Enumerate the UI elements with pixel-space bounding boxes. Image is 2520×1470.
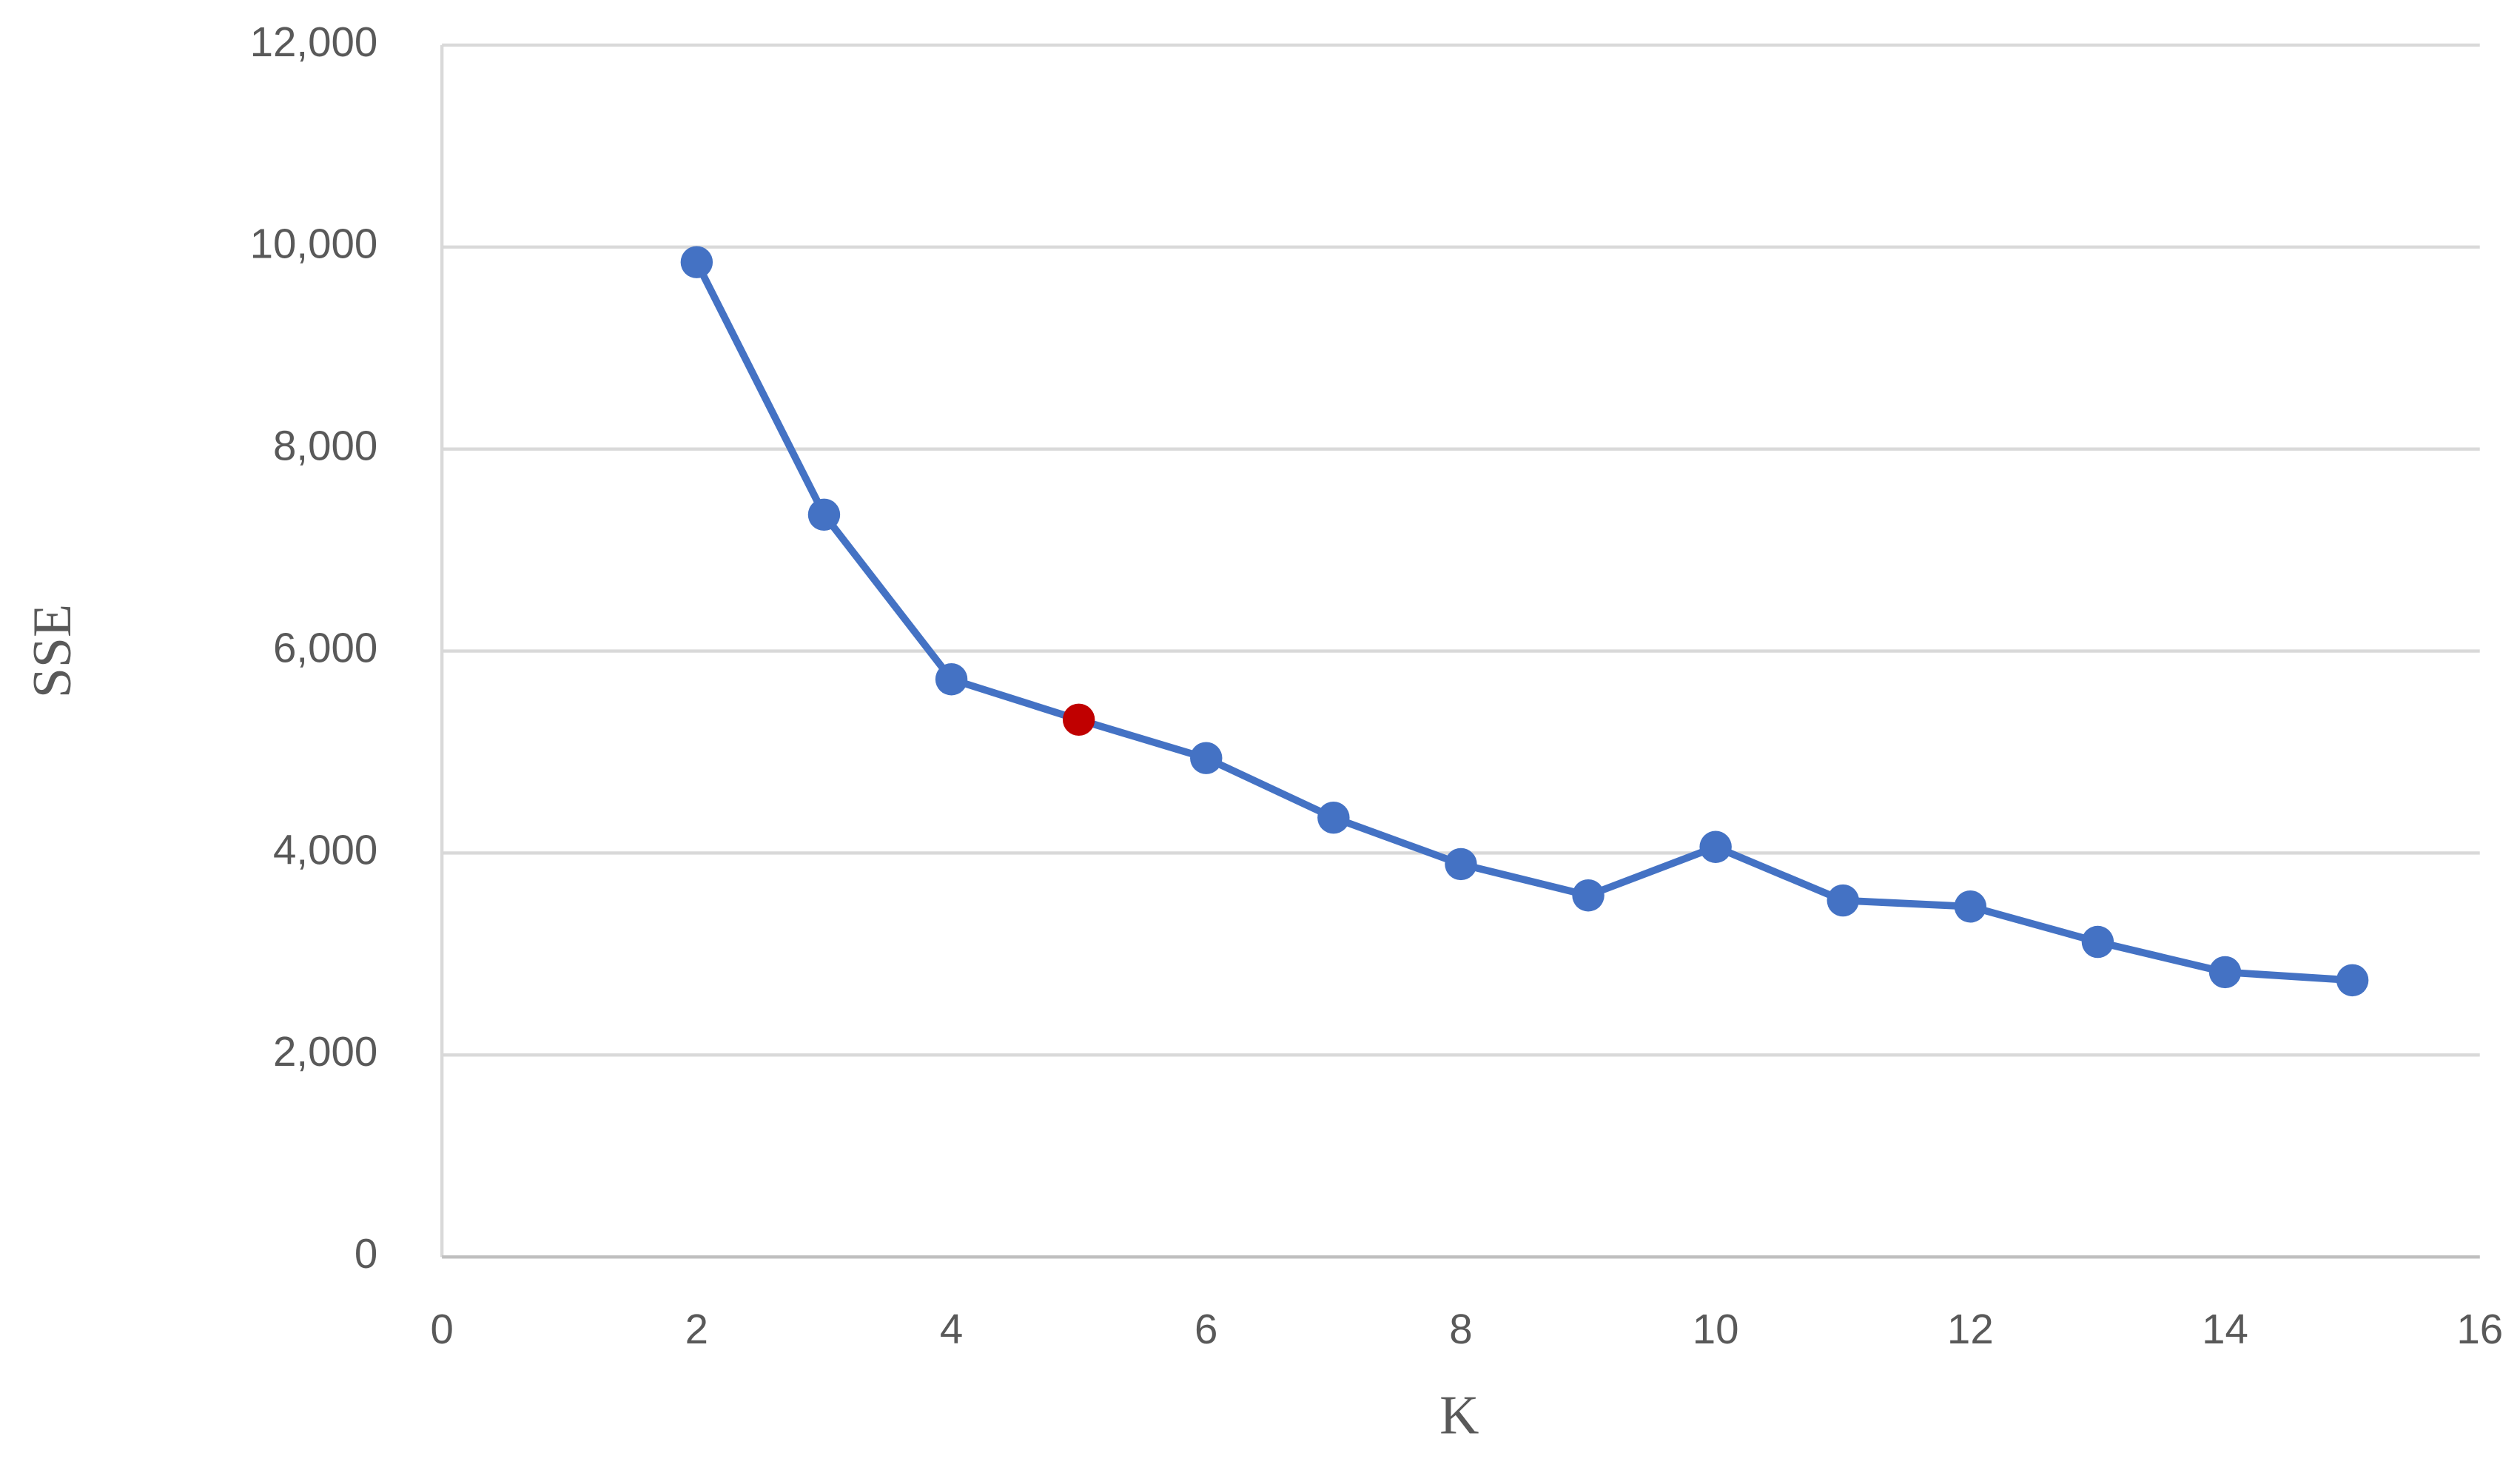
x-tick-label: 6: [1195, 1306, 1217, 1352]
x-tick-label: 12: [1947, 1306, 1994, 1352]
line: [693, 261, 2353, 984]
point: [1445, 848, 1477, 881]
point: [1062, 703, 1095, 736]
x-tick-label: 8: [1449, 1306, 1472, 1352]
y-tick-label: 6,000: [273, 624, 377, 671]
x-tick-label: 0: [430, 1306, 453, 1352]
point: [935, 663, 968, 696]
point: [1190, 742, 1223, 774]
point: [807, 498, 841, 531]
y-tick-label: 0: [355, 1230, 377, 1277]
y-tick-label: 4,000: [273, 826, 377, 873]
point: [2081, 925, 2114, 959]
x-tick-label: 10: [1693, 1306, 1739, 1352]
y-tick-label: 12,000: [250, 19, 378, 65]
x-axis-title: K: [1439, 1385, 1479, 1446]
y-tick-label: 10,000: [250, 221, 378, 267]
point: [1699, 830, 1732, 863]
y-tick-label: 2,000: [273, 1028, 377, 1075]
x-tick-label: 2: [685, 1306, 708, 1352]
y-tick-label: 8,000: [273, 423, 377, 469]
point: [2208, 956, 2242, 989]
point: [1954, 890, 1987, 923]
x-tick-label: 4: [940, 1306, 963, 1352]
y-axis-title: SSE: [21, 604, 82, 698]
point: [2336, 964, 2369, 997]
x-tick-label: 14: [2202, 1306, 2248, 1352]
x-tick-label: 16: [2456, 1306, 2503, 1352]
point: [1317, 801, 1350, 834]
point: [1572, 879, 1605, 912]
point: [1827, 884, 1859, 917]
point: [680, 246, 713, 278]
